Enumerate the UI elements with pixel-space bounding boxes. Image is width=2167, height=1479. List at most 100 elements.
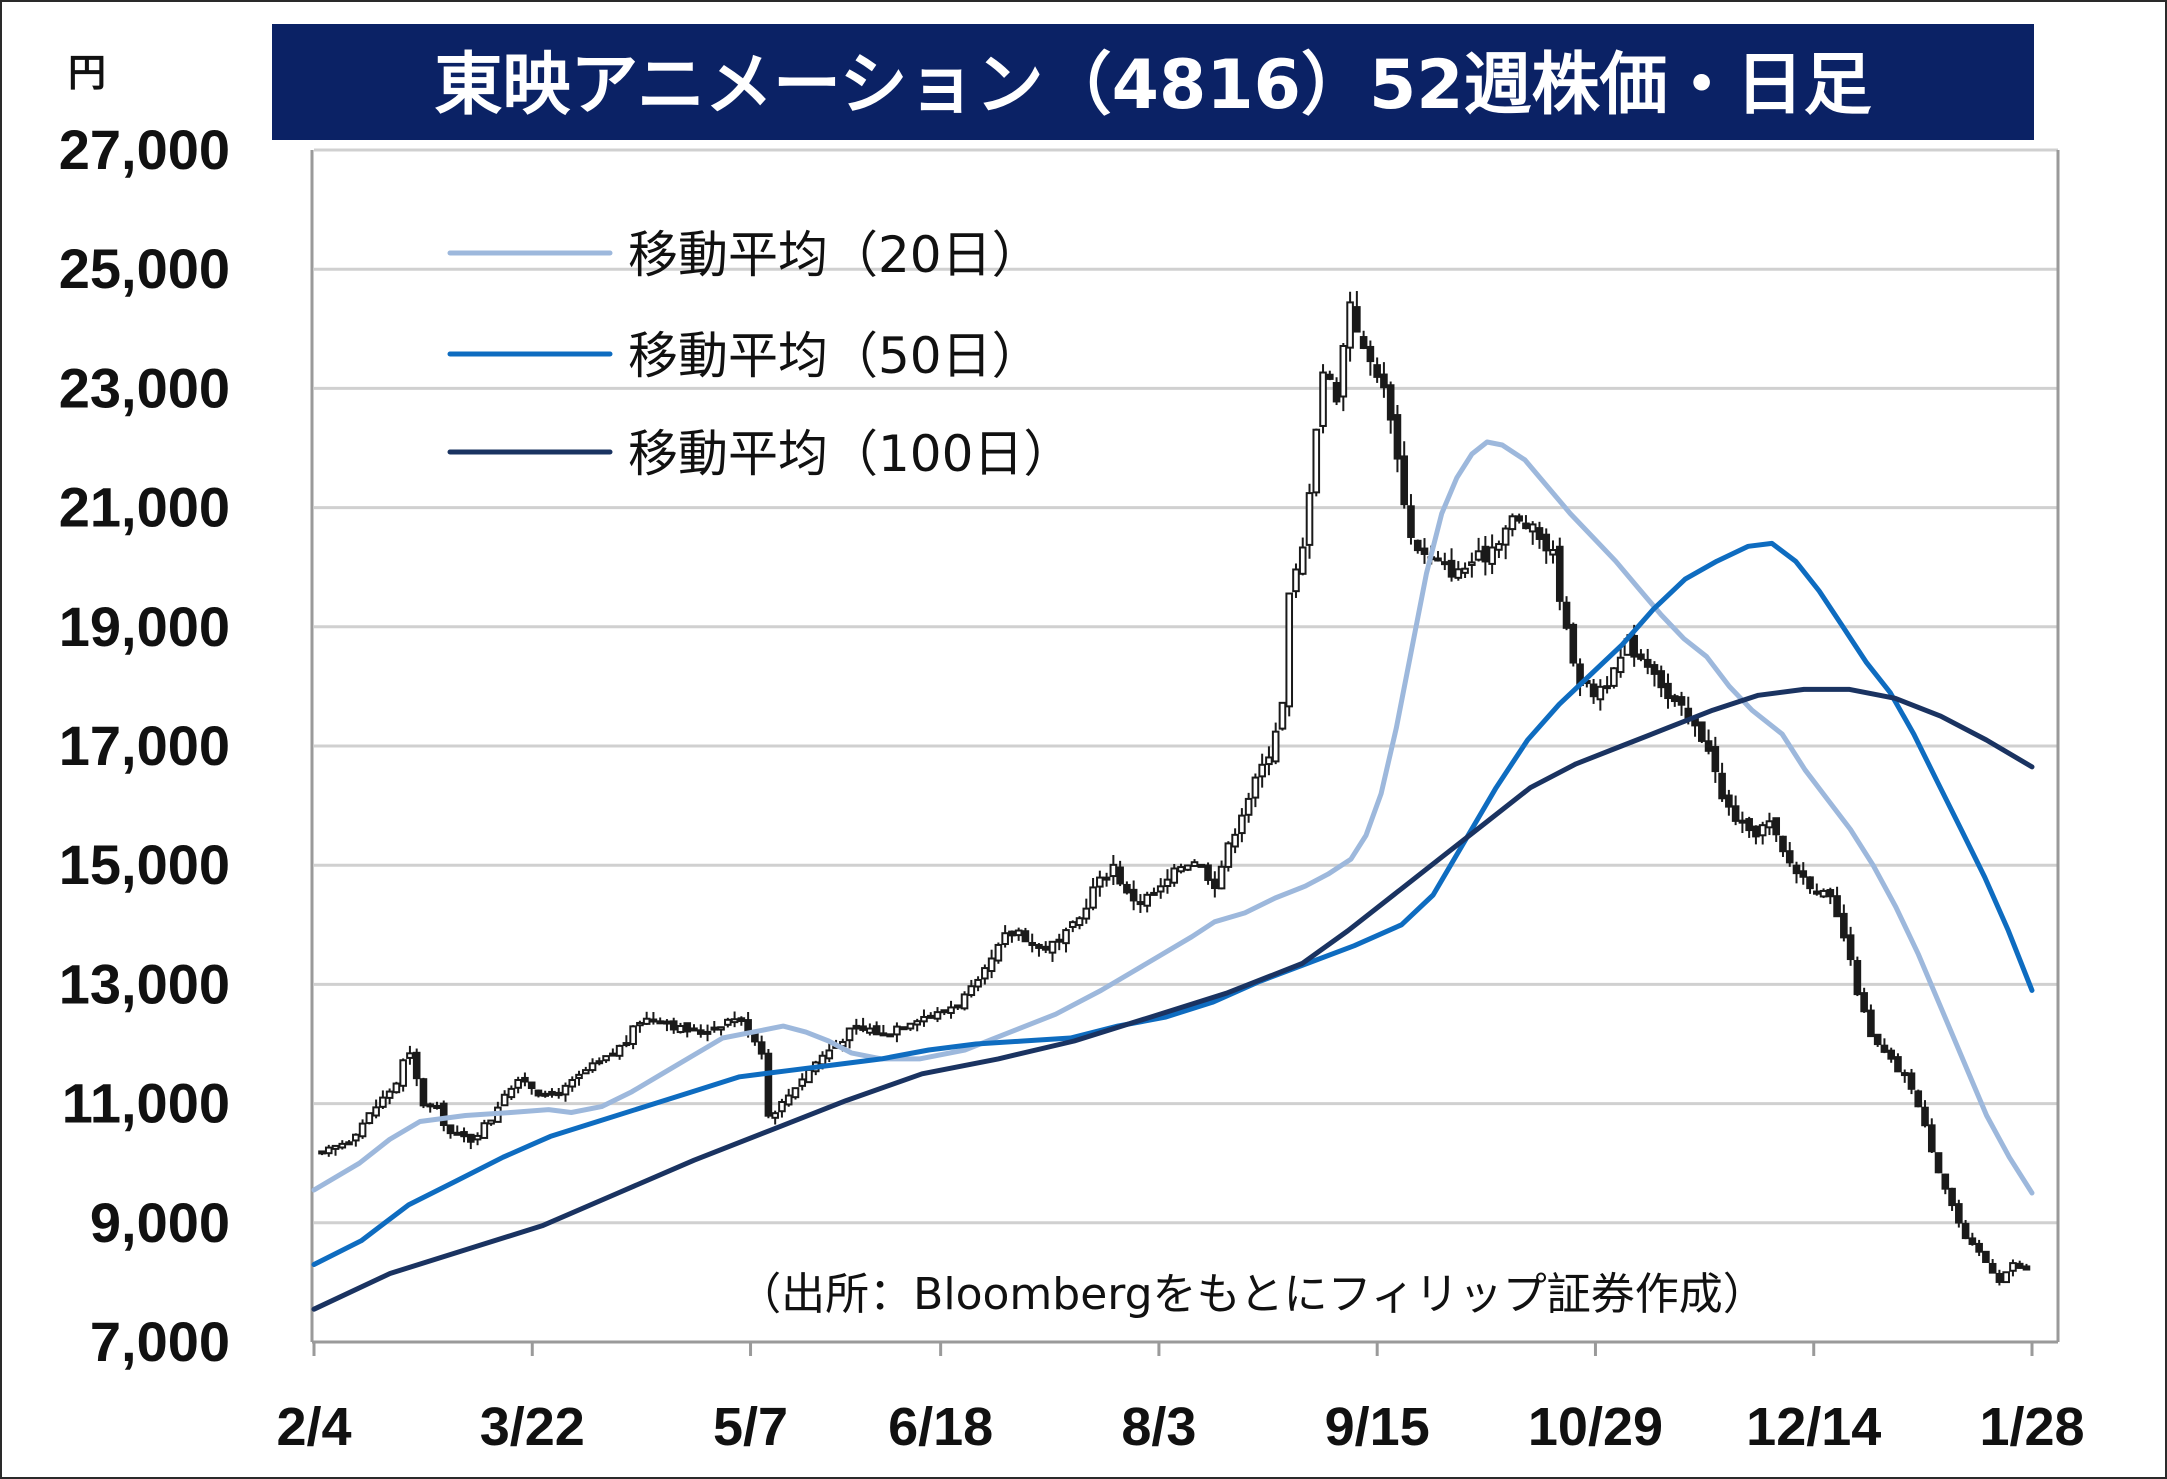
- candle-body: [1089, 886, 1097, 909]
- candle-body: [480, 1122, 489, 1139]
- candle-body: [1068, 921, 1077, 928]
- candle-body: [642, 1017, 651, 1025]
- candle-body: [1048, 940, 1057, 954]
- candle-body: [1204, 864, 1212, 881]
- candle-body: [825, 1049, 834, 1060]
- candle-body: [1109, 863, 1118, 878]
- candle-body: [717, 1026, 725, 1031]
- candle-body: [2009, 1262, 2017, 1272]
- source-note: （出所：Bloombergをもとにフィリップ証券作成）: [737, 1269, 1767, 1320]
- candle-body: [1610, 667, 1618, 687]
- candle-body: [1075, 917, 1084, 927]
- candle-body: [994, 943, 1003, 962]
- candle-body: [1867, 1009, 1875, 1038]
- candle-body: [784, 1094, 793, 1106]
- candle-body: [1921, 1106, 1929, 1127]
- candle-body: [737, 1017, 746, 1023]
- candle-body: [967, 985, 976, 997]
- candle-body: [879, 1032, 888, 1037]
- candle-body: [1366, 345, 1375, 363]
- candle-body: [331, 1144, 340, 1150]
- candle-body: [1062, 929, 1070, 945]
- candle-body: [575, 1073, 583, 1080]
- y-tick-label: 9,000: [90, 1191, 230, 1254]
- candle-body: [1927, 1124, 1936, 1153]
- candle-body: [1535, 527, 1544, 540]
- candle-body: [392, 1082, 401, 1094]
- candle-body: [1014, 929, 1023, 937]
- candle-body: [859, 1025, 867, 1031]
- candle-body: [1833, 895, 1841, 918]
- candle-body: [649, 1018, 658, 1023]
- candle-body: [676, 1025, 685, 1034]
- candle-body: [1860, 992, 1868, 1013]
- candle-body: [1731, 805, 1740, 822]
- x-tick-label: 3/22: [480, 1397, 585, 1457]
- candle-body: [1522, 522, 1530, 530]
- candle-body: [1008, 930, 1016, 937]
- candle-body: [588, 1062, 597, 1072]
- candle-body: [1542, 533, 1551, 552]
- candle-body: [1495, 543, 1503, 551]
- candle-body: [974, 978, 982, 988]
- candle-body: [724, 1018, 732, 1026]
- candle-body: [609, 1052, 617, 1057]
- candle-body: [1231, 833, 1239, 848]
- candle-body: [1772, 817, 1781, 836]
- candle-body: [757, 1041, 766, 1055]
- y-tick-label: 23,000: [59, 356, 230, 419]
- x-tick-label: 1/28: [1979, 1397, 2084, 1457]
- ma-line-ma20: [311, 439, 2035, 1196]
- candle-body: [1968, 1237, 1977, 1245]
- candle-body: [1982, 1250, 1990, 1263]
- candle-body: [791, 1087, 800, 1099]
- candle-body: [1515, 515, 1523, 522]
- candle-body: [872, 1025, 881, 1036]
- candle-body: [1894, 1056, 1902, 1073]
- candle-body: [1880, 1044, 1889, 1053]
- x-tick-label: 9/15: [1325, 1397, 1430, 1457]
- candle-body: [595, 1060, 604, 1065]
- candle-body: [399, 1059, 407, 1087]
- candle-body: [1346, 301, 1354, 349]
- candle-body: [2002, 1271, 2010, 1284]
- candle-body: [521, 1076, 529, 1083]
- candle-body: [730, 1018, 739, 1024]
- title-banner: [272, 24, 2034, 140]
- candle-body: [1650, 664, 1659, 675]
- candle-body: [771, 1112, 779, 1119]
- candle-body: [372, 1106, 380, 1117]
- candle-body: [487, 1119, 495, 1125]
- ma-line-ma50: [311, 540, 2035, 1267]
- candle-body: [960, 993, 969, 1010]
- candle-body: [1353, 306, 1361, 333]
- candle-body: [453, 1131, 462, 1136]
- candle-body: [460, 1131, 468, 1138]
- candle-body: [541, 1092, 550, 1097]
- x-tick-label: 12/14: [1746, 1397, 1881, 1457]
- candle-body: [1846, 934, 1855, 961]
- candle-body: [710, 1026, 719, 1031]
- candle-body: [1278, 701, 1287, 730]
- y-tick-label: 27,000: [59, 118, 230, 181]
- candle-body: [1488, 546, 1496, 565]
- x-tick-label: 5/7: [713, 1397, 788, 1457]
- candle-body: [439, 1102, 448, 1127]
- candle-body: [1461, 567, 1469, 574]
- candle-body: [1035, 943, 1043, 949]
- candle-body: [1758, 824, 1767, 837]
- candle-body: [500, 1093, 509, 1107]
- candle-body: [1664, 682, 1672, 700]
- candle-body: [683, 1022, 692, 1033]
- candle-body: [1177, 866, 1185, 873]
- candle-body: [845, 1027, 854, 1042]
- candle-body: [419, 1078, 428, 1107]
- y-tick-label: 25,000: [59, 237, 230, 300]
- candle-body: [1589, 683, 1598, 698]
- candle-body: [365, 1112, 374, 1125]
- candle-body: [338, 1142, 347, 1149]
- candle-body: [1386, 384, 1395, 421]
- candle-body: [1440, 561, 1449, 566]
- candle-body: [1312, 428, 1321, 494]
